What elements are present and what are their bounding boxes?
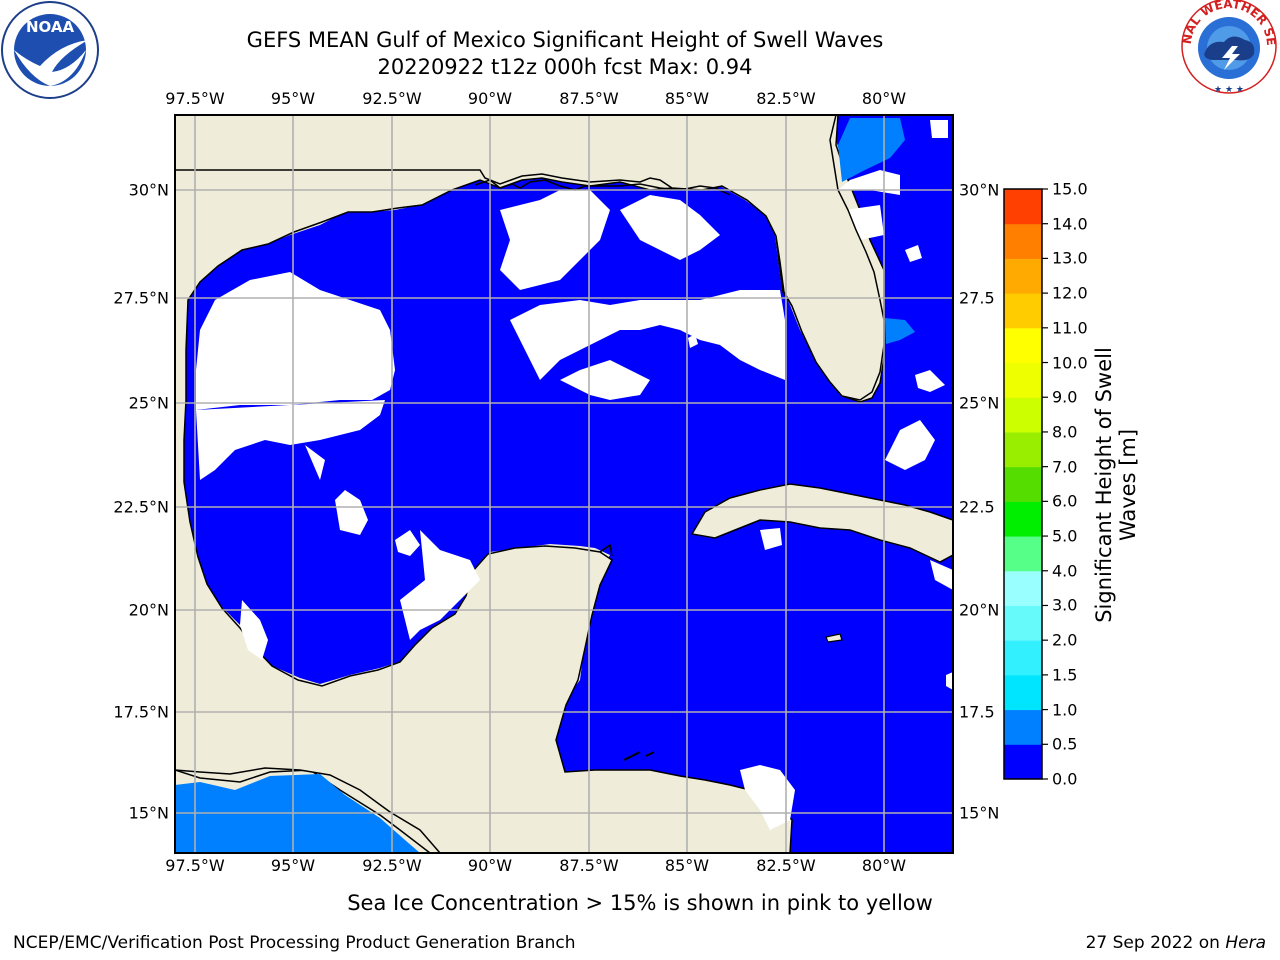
colorbar-label: Significant Height of Swell Waves [m] <box>1092 347 1140 623</box>
colorbar-segment <box>1004 327 1042 364</box>
lat-label-right: 22.5 <box>959 497 995 517</box>
colorbar-segment <box>1004 640 1042 676</box>
colorbar-segment <box>1004 362 1042 398</box>
colorbar-tick-label: 0.0 <box>1052 769 1078 789</box>
colorbar-segment <box>1004 674 1042 711</box>
colorbar-segment <box>1004 258 1042 294</box>
machine-name: Hera <box>1225 933 1266 953</box>
colorbar-segment <box>1004 744 1042 780</box>
lat-label-left: 30°N <box>128 180 169 200</box>
lon-label-top: 80°W <box>861 89 907 108</box>
lon-label-bottom: 82.5°W <box>756 856 816 875</box>
date-stamp: 27 Sep 2022 on Hera <box>1086 933 1266 953</box>
lat-label-right: 17.5 <box>959 702 995 722</box>
colorbar-tick-label: 7.0 <box>1052 457 1078 477</box>
lon-label-bottom: 87.5°W <box>559 856 619 875</box>
land-jamaica <box>825 633 843 643</box>
colorbar-tick-label: 6.0 <box>1052 491 1078 511</box>
grid-lines <box>175 115 953 853</box>
colorbar-segment <box>1004 293 1042 329</box>
lat-label-left: 15°N <box>128 803 169 823</box>
colorbar-segment <box>1004 536 1042 572</box>
lat-label-left: 22.5°N <box>113 497 169 517</box>
colorbar-segment <box>1004 466 1042 502</box>
colorbar-segment <box>1004 605 1042 641</box>
map-frame <box>174 114 954 854</box>
coastline-yucatan <box>599 543 613 557</box>
lon-label-bottom: 95°W <box>270 856 316 875</box>
colorbar-label-line2: Waves [m] <box>1116 428 1140 542</box>
no-data-patches <box>196 120 953 830</box>
sea-ice-note-row: Sea Ice Concentration > 15% is shown in … <box>0 891 1280 915</box>
colorbar-tick-label: 3.0 <box>1052 595 1078 615</box>
lat-label-right: 20°N <box>959 600 1000 620</box>
colorbar-tick-label: 15.0 <box>1052 179 1088 199</box>
lat-label-left: 25°N <box>128 393 169 413</box>
colorbar-tick-label: 2.0 <box>1052 630 1078 650</box>
chart-title: GEFS MEAN Gulf of Mexico Significant Hei… <box>246 28 884 52</box>
colorbar-segment <box>1004 397 1042 433</box>
colorbar-segment <box>1004 431 1042 468</box>
caribbean-swell-field <box>575 490 953 853</box>
lat-label-right: 27.5 <box>959 288 995 308</box>
credit-text: NCEP/EMC/Verification Post Processing Pr… <box>13 933 576 953</box>
date-text: 27 Sep 2022 on <box>1085 933 1226 953</box>
colorbar-tick-label: 1.0 <box>1052 700 1078 720</box>
lon-label-top: 90°W <box>467 89 513 108</box>
colorbar-frame <box>1003 188 1043 780</box>
colorbar-tick-label: 4.0 <box>1052 561 1078 581</box>
land-cuba <box>690 483 953 563</box>
colorbar-segment <box>1004 709 1042 745</box>
colorbar-tick-label: 1.5 <box>1052 665 1078 685</box>
lat-label-right: 30°N <box>959 180 1000 200</box>
colorbar-tick-label: 5.0 <box>1052 526 1078 546</box>
lon-label-top: 97.5°W <box>165 89 225 108</box>
colorbar-tick-label: 14.0 <box>1052 214 1088 234</box>
lon-label-top: 92.5°W <box>362 89 422 108</box>
sea-ice-note: Sea Ice Concentration > 15% is shown in … <box>347 891 933 915</box>
colorbar-tick-label: 11.0 <box>1052 318 1088 338</box>
lat-label-left: 27.5°N <box>113 288 169 308</box>
lat-label-left: 17.5°N <box>113 702 169 722</box>
colorbar-segment <box>1004 189 1042 225</box>
colorbar-segment <box>1004 501 1042 537</box>
lon-label-top: 87.5°W <box>559 89 619 108</box>
colorbar-segment <box>1004 223 1042 259</box>
lon-label-bottom: 90°W <box>467 856 513 875</box>
chart-subtitle: 20220922 t12z 000h fcst Max: 0.94 <box>377 55 753 79</box>
lon-label-bottom: 80°W <box>861 856 907 875</box>
lon-label-top: 95°W <box>270 89 316 108</box>
colorbar-tick-label: 9.0 <box>1052 387 1078 407</box>
colorbar-tick-label: 8.0 <box>1052 422 1078 442</box>
lon-label-top: 85°W <box>664 89 710 108</box>
lon-label-bottom: 85°W <box>664 856 710 875</box>
colorbar-segment <box>1004 570 1042 606</box>
colorbar <box>1003 188 1048 780</box>
colorbar-tick-label: 0.5 <box>1052 734 1078 754</box>
lat-label-right: 15°N <box>959 803 1000 823</box>
coastline-belize-islands <box>623 751 655 761</box>
lon-label-bottom: 97.5°W <box>165 856 225 875</box>
lat-label-left: 20°N <box>128 600 169 620</box>
colorbar-tick-label: 13.0 <box>1052 248 1088 268</box>
lon-label-bottom: 92.5°W <box>362 856 422 875</box>
colorbar-tick-label: 12.0 <box>1052 283 1088 303</box>
colorbar-tick-label: 10.0 <box>1052 353 1088 373</box>
colorbar-label-line1: Significant Height of Swell <box>1092 347 1116 623</box>
lon-label-top: 82.5°W <box>756 89 816 108</box>
lat-label-right: 25°N <box>959 393 1000 413</box>
